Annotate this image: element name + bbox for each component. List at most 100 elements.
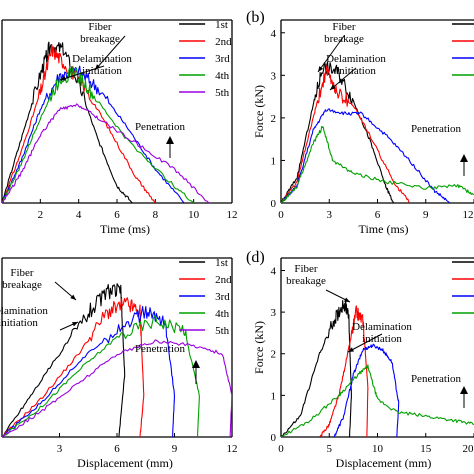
series-line-4 [281, 126, 474, 203]
x-tick-label: 10 [188, 209, 200, 221]
x-tick-label: 20 [463, 443, 474, 455]
x-tick-label: 6 [375, 209, 381, 221]
series-line-3 [2, 65, 185, 203]
x-tick-label: 15 [420, 443, 432, 455]
arrow-head [192, 360, 200, 368]
arrow-head [60, 76, 66, 81]
annotation-text: initiation [0, 317, 38, 329]
series-line-5 [2, 103, 210, 203]
annotation-text: breakage [2, 279, 42, 291]
series-line-2 [319, 305, 369, 437]
annotation-text: Penetration [411, 373, 462, 385]
legend-label: 4th [215, 70, 230, 82]
y-tick-label: 1 [271, 155, 277, 167]
x-axis-label: Time (ms) [359, 222, 409, 236]
annotation-text: breakage [286, 275, 326, 287]
series-line-3 [333, 343, 400, 437]
x-tick-label: 0 [278, 209, 284, 221]
x-tick-label: 9 [172, 443, 178, 455]
y-axis-label: Force (kN) [252, 85, 266, 138]
arrow-head [166, 136, 174, 144]
series-line-3 [281, 108, 451, 203]
x-tick-label: 12 [463, 209, 474, 221]
panel-a: 2 4 6 8 10 12 Time (ms) 1st 2nd 3rd 4th 5th Fiberbre… [1, 19, 238, 236]
x-tick-label: 10 [372, 443, 384, 455]
x-tick-label: 12 [227, 443, 238, 455]
x-axis-label: Displacement (mm) [336, 456, 432, 470]
series-group [281, 299, 474, 437]
legend-label: 5th [215, 87, 230, 99]
arrow-head [70, 294, 76, 300]
annotation-text: Delamination [326, 53, 386, 65]
series-line-1 [2, 283, 126, 437]
annotation-text: breakage [80, 33, 120, 45]
series-group [281, 61, 474, 203]
arrow-head [460, 154, 468, 162]
y-tick-label: 2 [271, 349, 277, 361]
annotation-text: initiation [362, 333, 402, 345]
annotation-text: Delamination [72, 53, 132, 65]
arrow-head [460, 386, 468, 394]
arrow-head [330, 84, 336, 90]
y-tick-label: 4 [271, 265, 277, 277]
y-tick-label: 3 [271, 307, 277, 319]
legend-label: 4th [215, 308, 230, 320]
annotation-text: initiation [82, 65, 122, 77]
x-tick-label: 8 [153, 209, 159, 221]
series-line-2 [281, 65, 411, 203]
panel-c: 3 6 9 12 Displacement (mm) 1st 2nd 3rd 4th 5th Fib… [0, 257, 238, 470]
y-tick-label: 0 [271, 198, 277, 210]
series-line-2 [2, 43, 156, 203]
x-tick-label: 6 [114, 209, 120, 221]
legend-label: 5th [215, 325, 230, 337]
x-tick-label: 6 [114, 443, 120, 455]
legend-label: 2nd [215, 274, 232, 286]
series-line-4 [2, 66, 195, 203]
annotation-text: Fiber [10, 267, 34, 279]
annotation-arrow [94, 35, 126, 71]
annotation-arrow [329, 67, 357, 91]
legend-label: 1st [215, 19, 228, 31]
panel-letter: (b) [246, 9, 265, 26]
x-tick-label: 9 [423, 209, 429, 221]
y-tick-label: 3 [271, 70, 277, 82]
y-tick-label: 0 [271, 432, 277, 444]
legend-label: 3rd [215, 291, 230, 303]
x-tick-label: 3 [57, 443, 63, 455]
annotation-arrow [59, 65, 105, 81]
series-line-5 [2, 339, 232, 437]
arrow-head [72, 322, 78, 327]
x-tick-label: 2 [38, 209, 44, 221]
series-line-1 [281, 61, 395, 203]
series-line-3 [2, 305, 176, 437]
arrow-head [318, 66, 324, 72]
y-tick-label: 2 [271, 113, 277, 125]
x-tick-label: 4 [76, 209, 82, 221]
panel-d: 0 5 10 15 20 0 1 2 3 4 Displacement (mm) Force (kN)… [246, 249, 474, 470]
y-tick-label: 1 [271, 390, 277, 402]
x-tick-label: 12 [227, 209, 238, 221]
series-line-1 [281, 299, 352, 437]
x-tick-label: 3 [327, 209, 333, 221]
arrow-head [344, 297, 350, 302]
series-line-2 [2, 297, 145, 437]
series-group [2, 41, 210, 203]
annotation-text: Fiber [332, 21, 356, 33]
annotation-arrow [317, 35, 345, 73]
series-line-4 [2, 314, 200, 437]
annotation-text: Penetration [135, 343, 186, 355]
arrow-head [348, 347, 354, 352]
annotation-text: Penetration [411, 123, 462, 135]
annotation-text: Penetration [135, 121, 186, 133]
x-tick-label: 0 [278, 443, 284, 455]
panel-letter: (d) [246, 249, 265, 266]
annotation-text: initiation [336, 65, 376, 77]
y-tick-label: 4 [271, 28, 277, 40]
legend-label: 2nd [215, 36, 232, 48]
series-line-1 [2, 41, 133, 203]
annotation-text: breakage [324, 33, 364, 45]
y-axis-label: Force (kN) [252, 321, 266, 374]
annotation-arrow [347, 333, 383, 353]
